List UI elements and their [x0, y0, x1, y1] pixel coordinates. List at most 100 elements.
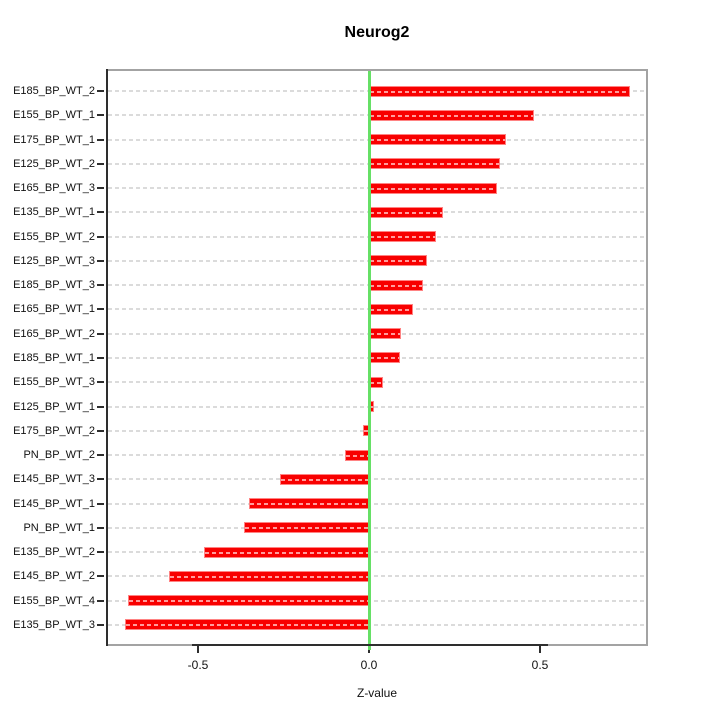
bar-dash	[364, 429, 368, 432]
y-tick	[97, 502, 104, 505]
bar-dash	[370, 332, 400, 335]
bar-dash	[370, 259, 426, 262]
y-tick	[97, 284, 104, 287]
category-label: E165_BP_WT_1	[13, 303, 95, 316]
bar	[244, 522, 369, 533]
category-label: E135_BP_WT_2	[13, 546, 95, 559]
category-label: E185_BP_WT_1	[13, 351, 95, 364]
x-axis-line	[192, 644, 548, 646]
y-tick	[97, 235, 104, 238]
y-tick	[97, 187, 104, 190]
y-tick	[97, 90, 104, 92]
category-label: E125_BP_WT_2	[13, 157, 95, 170]
y-tick	[97, 575, 104, 578]
y-tick	[97, 478, 104, 481]
bar	[125, 619, 369, 630]
bar-dash	[370, 308, 412, 311]
bar-dash	[370, 405, 373, 408]
bar-dash	[170, 575, 368, 578]
bar-dash	[281, 478, 368, 481]
category-label: E175_BP_WT_1	[13, 133, 95, 146]
gridline	[108, 599, 646, 602]
bar	[369, 110, 534, 121]
x-tick	[539, 646, 541, 653]
y-tick	[97, 454, 104, 457]
plot-border-right	[646, 69, 648, 646]
bar-dash	[370, 90, 629, 93]
category-label: E155_BP_WT_4	[13, 594, 95, 607]
bar	[345, 450, 369, 461]
bar	[369, 328, 401, 339]
y-tick	[97, 623, 104, 626]
category-label: E155_BP_WT_3	[13, 376, 95, 389]
category-label: PN_BP_WT_2	[23, 449, 95, 462]
gridline	[108, 502, 646, 505]
bar	[369, 86, 630, 97]
bar-dash	[129, 599, 368, 602]
x-tick-label: -0.5	[187, 658, 209, 672]
category-label: E135_BP_WT_3	[13, 618, 95, 631]
gridline	[108, 526, 646, 529]
bar-dash	[370, 381, 382, 384]
bar	[369, 255, 427, 266]
category-label: E145_BP_WT_2	[13, 570, 95, 583]
bar-dash	[126, 623, 368, 626]
category-label: E165_BP_WT_3	[13, 182, 95, 195]
bar	[369, 134, 506, 145]
category-label: E125_BP_WT_3	[13, 254, 95, 267]
zero-line	[368, 69, 371, 650]
category-label: E185_BP_WT_2	[13, 85, 95, 97]
bar	[128, 595, 369, 606]
y-tick	[97, 599, 104, 602]
bar-dash	[346, 454, 368, 457]
plot-area: E185_BP_WT_2 E155_BP_WT_1 E175_BP_WT_1 E125…	[13, 69, 648, 672]
y-tick	[97, 551, 104, 554]
y-tick	[97, 405, 104, 408]
gridline	[108, 551, 646, 554]
bar	[369, 377, 383, 388]
category-label: E125_BP_WT_1	[13, 400, 95, 413]
bar	[369, 158, 500, 169]
x-tick-label: 0.0	[360, 658, 378, 672]
category-label: PN_BP_WT_1	[23, 521, 95, 534]
bar	[369, 183, 497, 194]
bar	[249, 498, 369, 509]
y-tick	[97, 138, 104, 141]
y-tick	[97, 114, 104, 117]
bar-dash	[370, 187, 496, 190]
y-tick	[97, 332, 104, 335]
bar	[280, 474, 369, 485]
bar-dash	[370, 114, 533, 117]
bar-dash	[370, 211, 442, 214]
gridline	[108, 454, 646, 457]
y-tick	[97, 429, 104, 432]
bar-dash	[250, 502, 368, 505]
bar-dash	[370, 162, 499, 165]
gridline	[108, 405, 646, 408]
category-label: E165_BP_WT_2	[13, 327, 95, 340]
bar	[369, 352, 400, 363]
category-label: E155_BP_WT_1	[13, 109, 95, 122]
gridline	[108, 429, 646, 432]
plot-border-top	[106, 69, 648, 71]
category-label: E175_BP_WT_2	[13, 424, 95, 437]
y-tick	[97, 211, 104, 214]
gridline	[108, 623, 646, 626]
x-axis-title: Z-value	[356, 686, 397, 700]
bar	[369, 280, 423, 291]
category-label: E155_BP_WT_2	[13, 230, 95, 243]
y-tick	[97, 162, 104, 165]
bar-dash	[245, 526, 368, 529]
chart-title: Neurog2	[344, 24, 410, 41]
y-tick	[97, 259, 104, 262]
bar-dash	[205, 551, 368, 554]
category-label: E135_BP_WT_1	[13, 206, 95, 219]
gridline	[108, 575, 646, 578]
bar-dash	[370, 235, 435, 238]
category-label: E145_BP_WT_1	[13, 497, 95, 510]
category-label: E145_BP_WT_3	[13, 473, 95, 486]
y-tick	[97, 381, 104, 384]
gridline	[108, 478, 646, 481]
y-tick	[97, 356, 104, 359]
